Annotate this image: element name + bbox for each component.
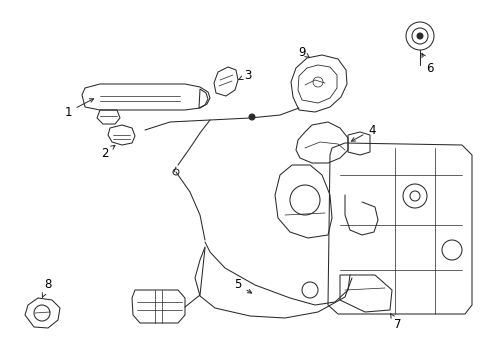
Text: 1: 1 <box>64 99 94 118</box>
Text: 4: 4 <box>351 123 376 141</box>
Text: 5: 5 <box>234 279 252 293</box>
Text: 9: 9 <box>298 45 309 59</box>
Text: 8: 8 <box>42 279 51 297</box>
Circle shape <box>173 169 179 175</box>
Text: 6: 6 <box>422 53 434 75</box>
Circle shape <box>249 114 255 120</box>
Text: 7: 7 <box>390 313 402 332</box>
Text: 3: 3 <box>239 68 252 81</box>
Text: 2: 2 <box>101 145 115 159</box>
Circle shape <box>417 33 423 39</box>
